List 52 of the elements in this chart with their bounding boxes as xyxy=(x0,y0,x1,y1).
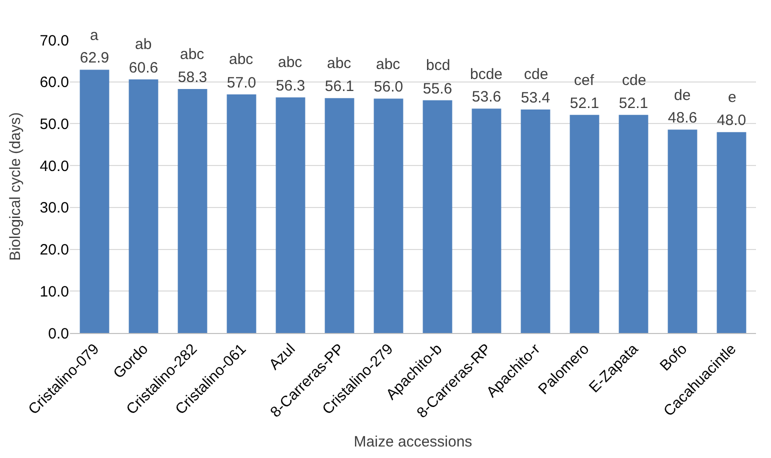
annotation: ab xyxy=(135,36,152,53)
data-label: 60.6 xyxy=(128,59,158,76)
annotation: bcd xyxy=(426,57,450,74)
y-tick-label: 10.0 xyxy=(40,283,69,300)
annotation: cde xyxy=(524,66,548,83)
data-label: 56.0 xyxy=(374,78,404,96)
y-tick-label: 50.0 xyxy=(40,116,69,133)
bar xyxy=(422,100,452,333)
data-label: 55.6 xyxy=(422,80,452,98)
data-label: 56.1 xyxy=(324,78,354,96)
y-tick-label: 0.0 xyxy=(48,325,69,342)
data-label: 48.6 xyxy=(668,110,698,127)
bar xyxy=(472,108,502,333)
data-label: 62.9 xyxy=(80,50,110,67)
annotation: de xyxy=(674,87,691,104)
data-label: 56.3 xyxy=(276,77,306,94)
bar xyxy=(324,98,354,333)
annotation: e xyxy=(728,89,736,106)
annotation: bcde xyxy=(470,66,503,83)
data-label: 53.6 xyxy=(472,88,502,106)
bar xyxy=(276,97,306,333)
annotation: a xyxy=(90,27,99,44)
annotation: cde xyxy=(622,72,646,89)
data-label: 52.1 xyxy=(618,94,648,112)
x-axis-title: Maize accessions xyxy=(354,434,472,451)
y-tick-label: 30.0 xyxy=(40,200,69,217)
bar xyxy=(618,114,648,333)
annotation: abc xyxy=(327,55,352,72)
data-label: 57.0 xyxy=(226,74,256,92)
bar xyxy=(178,88,208,333)
data-label: 48.0 xyxy=(716,112,746,130)
y-tick-label: 20.0 xyxy=(40,242,69,259)
bar xyxy=(570,114,600,333)
data-label: 52.1 xyxy=(570,94,600,112)
data-label: 58.3 xyxy=(178,68,208,86)
y-axis-title: Biological cycle (days) xyxy=(7,112,24,261)
bar xyxy=(716,132,746,333)
bar xyxy=(128,79,158,333)
annotation: abc xyxy=(376,56,401,73)
bar xyxy=(226,94,256,333)
bar xyxy=(668,130,698,333)
annotation: abc xyxy=(278,54,303,71)
y-tick-label: 40.0 xyxy=(40,158,69,175)
annotation: abc xyxy=(229,51,254,68)
bar xyxy=(374,98,404,333)
y-tick-label: 70.0 xyxy=(40,32,69,50)
y-tick-label: 60.0 xyxy=(40,74,69,92)
annotation: cef xyxy=(574,72,595,89)
data-label: 53.4 xyxy=(520,89,550,106)
annotation: abc xyxy=(180,46,205,63)
bar xyxy=(520,109,550,333)
bar xyxy=(80,70,110,333)
